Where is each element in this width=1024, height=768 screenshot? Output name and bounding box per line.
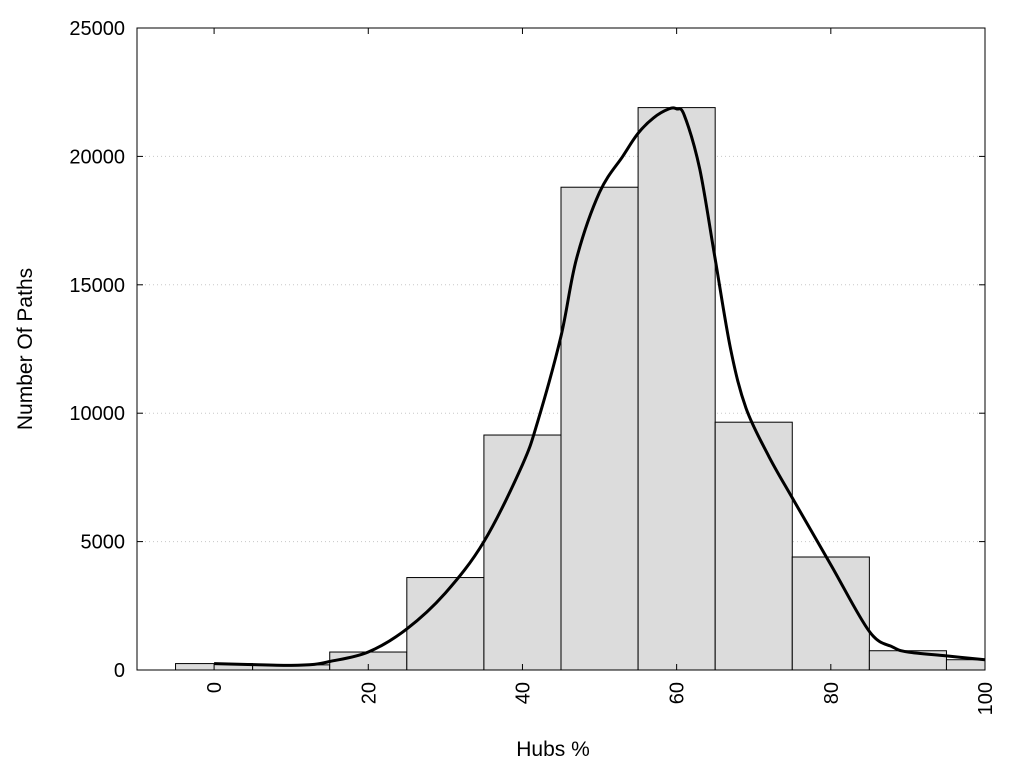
y-tick-label-20000: 20000 (69, 146, 125, 168)
y-tick-label-25000: 25000 (69, 18, 125, 40)
y-ticks: 0 5000 10000 15000 20000 25000 (69, 18, 985, 682)
x-tick-label-60: 60 (667, 682, 689, 704)
x-tick-label-0: 0 (204, 682, 226, 693)
y-tick-label-10000: 10000 (69, 403, 125, 425)
x-tick-label-80: 80 (821, 682, 843, 704)
curve-line (214, 106, 986, 667)
y-tick-label-15000: 15000 (69, 275, 125, 297)
bar-60 (637, 107, 716, 671)
bar-70 (714, 421, 793, 671)
bars (175, 107, 986, 671)
x-tick-label-40: 40 (512, 682, 534, 704)
y-axis-label: Number Of Paths (14, 268, 37, 430)
x-tick-label-20: 20 (358, 682, 380, 704)
y-tick-label-5000: 5000 (81, 532, 126, 554)
y-tick-label-0: 0 (114, 660, 125, 682)
x-axis-label: Hubs % (516, 738, 590, 761)
bar-50 (560, 186, 639, 671)
x-ticks: 0 20 40 60 80 100 (204, 28, 997, 715)
bar-100 (945, 659, 986, 671)
bar-40 (483, 434, 562, 671)
plot-frame (136, 27, 986, 671)
x-tick-label-100: 100 (975, 682, 997, 715)
density-curve (214, 106, 986, 667)
